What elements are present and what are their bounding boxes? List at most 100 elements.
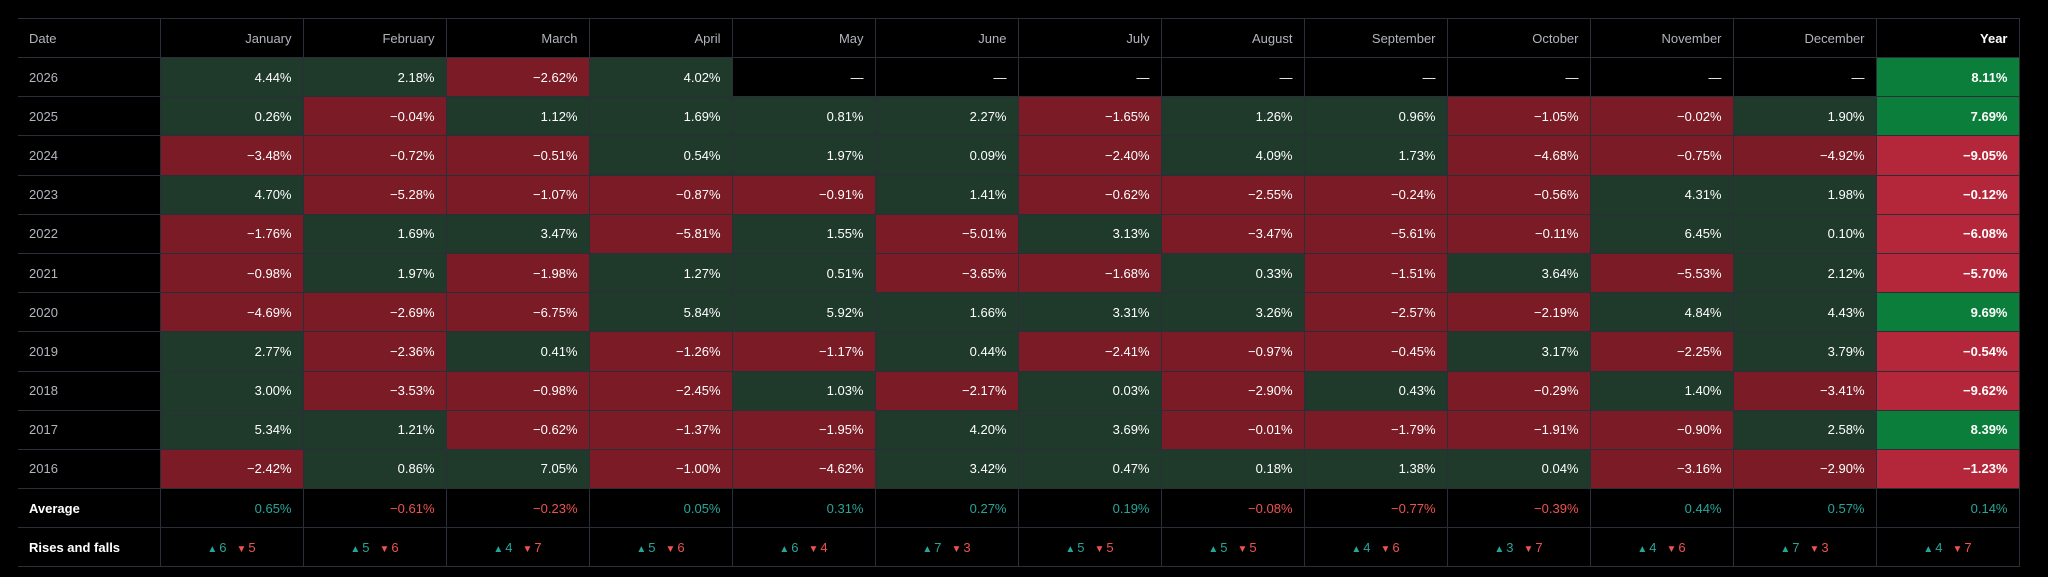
- falls-count: ▼ 4: [809, 540, 828, 555]
- year-row: 2025 0.26% −0.04% 1.12% 1.69% 0.81% 2.27% −1.65…: [18, 96, 2020, 137]
- monthly-return-cell: 1.12%: [446, 96, 590, 137]
- average-cell: 0.19%: [1018, 488, 1162, 529]
- monthly-return-cell: 1.69%: [303, 214, 447, 254]
- year-label: 2024: [18, 135, 161, 176]
- rises-falls-cell: ▲ 7 ▼ 3: [875, 527, 1019, 568]
- rises-falls-total-cell: ▲ 4 ▼ 7: [1875, 527, 2020, 568]
- rises-count: ▲ 6: [779, 540, 798, 555]
- month-column-header[interactable]: January: [160, 18, 304, 58]
- year-label: 2023: [18, 175, 161, 215]
- rises-falls-cell: ▲ 6 ▼ 4: [732, 527, 876, 568]
- year-row: 2020 −4.69% −2.69% −6.75% 5.84% 5.92% 1.66% 3.3…: [18, 292, 2020, 333]
- monthly-return-cell: —: [1018, 57, 1162, 98]
- rises-count: ▲ 5: [636, 540, 655, 555]
- year-row: 2026 4.44% 2.18% −2.62% 4.02% — — — — — — — —8.11%: [18, 57, 2020, 98]
- month-column-header[interactable]: December: [1733, 18, 1877, 58]
- monthly-return-cell: −0.90%: [1590, 410, 1734, 450]
- monthly-return-cell: −4.62%: [732, 449, 876, 490]
- monthly-return-cell: 1.21%: [303, 410, 447, 450]
- monthly-return-cell: 2.18%: [303, 57, 447, 98]
- average-cell: 0.65%: [160, 488, 304, 529]
- monthly-return-cell: −1.79%: [1304, 410, 1448, 450]
- monthly-return-cell: −2.17%: [875, 371, 1019, 411]
- monthly-returns-table: Date January February March April May June Jul…: [18, 18, 2020, 568]
- rises-value: 7: [1792, 539, 1800, 555]
- rises-count: ▲ 5: [350, 540, 369, 555]
- monthly-return-cell: −2.90%: [1733, 449, 1877, 490]
- monthly-return-cell: −1.76%: [160, 214, 304, 254]
- monthly-return-cell: −3.47%: [1161, 214, 1305, 254]
- yearly-return-cell: −9.05%: [1875, 135, 2020, 176]
- monthly-return-cell: 0.81%: [732, 96, 876, 137]
- year-row: 2022 −1.76% 1.69% 3.47% −5.81% 1.55% −5.01% 3.1…: [18, 214, 2020, 254]
- monthly-return-cell: −4.69%: [160, 292, 304, 333]
- yearly-return-cell: 8.39%: [1875, 410, 2020, 450]
- monthly-return-cell: —: [1590, 57, 1734, 98]
- triangle-down-icon: ▼: [665, 543, 676, 555]
- monthly-return-cell: −0.29%: [1447, 371, 1591, 411]
- rises-falls-cell: ▲ 4 ▼ 7: [446, 527, 590, 568]
- monthly-return-cell: −1.51%: [1304, 253, 1448, 294]
- rises-falls-cell: ▲ 5 ▼ 5: [1018, 527, 1162, 568]
- monthly-return-cell: 3.79%: [1733, 331, 1877, 372]
- monthly-return-cell: 1.66%: [875, 292, 1019, 333]
- average-cell: −0.61%: [303, 488, 447, 529]
- monthly-return-cell: −0.98%: [446, 371, 590, 411]
- year-row: 2021 −0.98% 1.97% −1.98% 1.27% 0.51% −3.65% −1.…: [18, 253, 2020, 294]
- monthly-return-cell: −1.37%: [589, 410, 733, 450]
- monthly-return-cell: —: [1304, 57, 1448, 98]
- yearly-return-cell: 7.69%: [1875, 96, 2020, 137]
- month-column-header[interactable]: August: [1161, 18, 1305, 58]
- monthly-return-cell: −3.48%: [160, 135, 304, 176]
- yearly-return-cell: −5.70%: [1875, 253, 2020, 294]
- monthly-return-cell: −5.81%: [589, 214, 733, 254]
- rises-falls-cell: ▲ 5 ▼ 6: [303, 527, 447, 568]
- month-column-header[interactable]: June: [875, 18, 1019, 58]
- month-column-header[interactable]: November: [1590, 18, 1734, 58]
- date-column-header[interactable]: Date: [18, 18, 161, 58]
- rises-value: 4: [1363, 539, 1371, 555]
- rises-falls-cell: ▲ 4 ▼ 6: [1304, 527, 1448, 568]
- monthly-return-cell: −0.51%: [446, 135, 590, 176]
- monthly-return-cell: 1.27%: [589, 253, 733, 294]
- triangle-up-icon: ▲: [1208, 543, 1219, 555]
- monthly-return-cell: −1.07%: [446, 175, 590, 215]
- month-column-header[interactable]: October: [1447, 18, 1591, 58]
- triangle-down-icon: ▼: [951, 543, 962, 555]
- monthly-return-cell: 0.03%: [1018, 371, 1162, 411]
- monthly-return-cell: 4.02%: [589, 57, 733, 98]
- monthly-return-cell: 1.26%: [1161, 96, 1305, 137]
- triangle-up-icon: ▲: [1494, 543, 1505, 555]
- triangle-up-icon: ▲: [636, 543, 647, 555]
- monthly-return-cell: −1.17%: [732, 331, 876, 372]
- monthly-return-cell: −5.61%: [1304, 214, 1448, 254]
- rises-count: ▲ 4: [1351, 540, 1370, 555]
- month-column-header[interactable]: July: [1018, 18, 1162, 58]
- monthly-return-cell: −2.57%: [1304, 292, 1448, 333]
- average-cell: −0.23%: [446, 488, 590, 529]
- rises-value: 5: [1077, 539, 1085, 555]
- year-label: 2017: [18, 410, 161, 450]
- monthly-return-cell: −0.45%: [1304, 331, 1448, 372]
- monthly-return-cell: 2.27%: [875, 96, 1019, 137]
- monthly-return-cell: 6.45%: [1590, 214, 1734, 254]
- average-row: Average 0.65% −0.61% −0.23% 0.05% 0.31% 0.27%…: [18, 488, 2020, 529]
- monthly-return-cell: 0.18%: [1161, 449, 1305, 490]
- month-column-header[interactable]: April: [589, 18, 733, 58]
- monthly-return-cell: 0.47%: [1018, 449, 1162, 490]
- month-column-header[interactable]: February: [303, 18, 447, 58]
- monthly-return-cell: −2.45%: [589, 371, 733, 411]
- month-column-header[interactable]: September: [1304, 18, 1448, 58]
- rises-value: 5: [648, 539, 656, 555]
- rises-value: 7: [934, 539, 942, 555]
- month-column-header[interactable]: March: [446, 18, 590, 58]
- header-row: Date January February March April May June Jul…: [18, 18, 2020, 58]
- triangle-up-icon: ▲: [1637, 543, 1648, 555]
- month-column-header[interactable]: May: [732, 18, 876, 58]
- monthly-return-cell: −2.36%: [303, 331, 447, 372]
- monthly-return-cell: 4.20%: [875, 410, 1019, 450]
- triangle-down-icon: ▼: [1380, 543, 1391, 555]
- monthly-return-cell: 0.33%: [1161, 253, 1305, 294]
- year-column-header[interactable]: Year: [1876, 18, 2020, 58]
- triangle-up-icon: ▲: [922, 543, 933, 555]
